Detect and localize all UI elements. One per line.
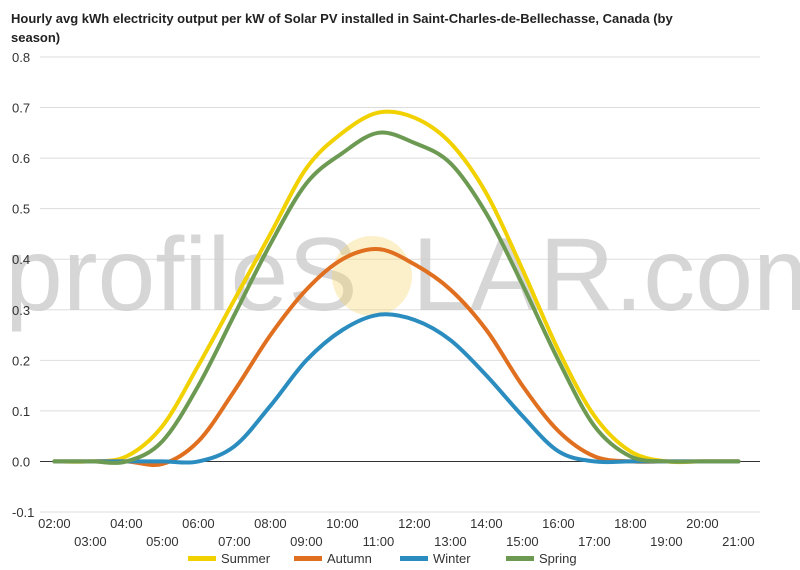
x-tick-label: 15:00 xyxy=(506,534,539,549)
x-tick-label: 08:00 xyxy=(254,516,287,531)
chart-title-line-2: season) xyxy=(11,30,60,45)
x-tick-label: 21:00 xyxy=(722,534,755,549)
chart-title-line-1: Hourly avg kWh electricity output per kW… xyxy=(11,11,673,26)
y-tick-label: 0.0 xyxy=(12,454,30,469)
x-tick-label: 12:00 xyxy=(398,516,431,531)
gridlines xyxy=(40,56,760,513)
x-tick-label: 07:00 xyxy=(218,534,251,549)
x-tick-label: 14:00 xyxy=(470,516,503,531)
legend-label-spring: Spring xyxy=(539,551,577,566)
legend-swatch-autumn xyxy=(294,556,322,561)
legend: Summer Autumn Winter Spring xyxy=(188,551,577,566)
legend-label-summer: Summer xyxy=(221,551,271,566)
series-line-spring xyxy=(52,130,741,465)
x-tick-label: 04:00 xyxy=(110,516,143,531)
x-tick-label: 09:00 xyxy=(290,534,323,549)
x-tick-label: 02:00 xyxy=(38,516,71,531)
x-axis: 02:00 04:00 06:00 08:00 10:00 12:00 14:00 16:00… xyxy=(38,516,755,549)
y-tick-label: 0.2 xyxy=(12,353,30,368)
x-tick-label: 20:00 xyxy=(686,516,719,531)
x-tick-label: 17:00 xyxy=(578,534,611,549)
x-tick-label: 05:00 xyxy=(146,534,179,549)
y-tick-label: 0.5 xyxy=(12,202,30,217)
legend-swatch-winter xyxy=(400,556,428,561)
y-tick-label: 0.7 xyxy=(12,101,30,116)
x-tick-label: 18:00 xyxy=(614,516,647,531)
x-tick-label: 16:00 xyxy=(542,516,575,531)
series-line-summer xyxy=(52,109,741,465)
legend-swatch-summer xyxy=(188,556,216,561)
y-tick-label: -0.1 xyxy=(12,505,34,520)
series-lines xyxy=(52,109,741,468)
y-tick-label: 0.1 xyxy=(12,404,30,419)
x-tick-label: 10:00 xyxy=(326,516,359,531)
x-tick-label: 03:00 xyxy=(74,534,107,549)
y-tick-label: 0.8 xyxy=(12,50,30,65)
y-tick-label: 0.3 xyxy=(12,303,30,318)
y-axis: 0.8 0.7 0.6 0.5 0.4 0.3 0.2 0.1 0.0 -0.1 xyxy=(12,50,34,520)
x-tick-label: 11:00 xyxy=(363,534,395,549)
watermark-left-text: profileS xyxy=(5,217,358,333)
x-tick-label: 13:00 xyxy=(434,534,467,549)
legend-label-winter: Winter xyxy=(433,551,471,566)
y-tick-label: 0.4 xyxy=(12,252,30,267)
legend-swatch-spring xyxy=(506,556,534,561)
legend-label-autumn: Autumn xyxy=(327,551,372,566)
x-tick-label: 19:00 xyxy=(650,534,683,549)
series-line-winter xyxy=(52,312,741,465)
x-tick-label: 06:00 xyxy=(182,516,215,531)
watermark-right-text: LAR.com xyxy=(412,217,800,333)
y-tick-label: 0.6 xyxy=(12,151,30,166)
